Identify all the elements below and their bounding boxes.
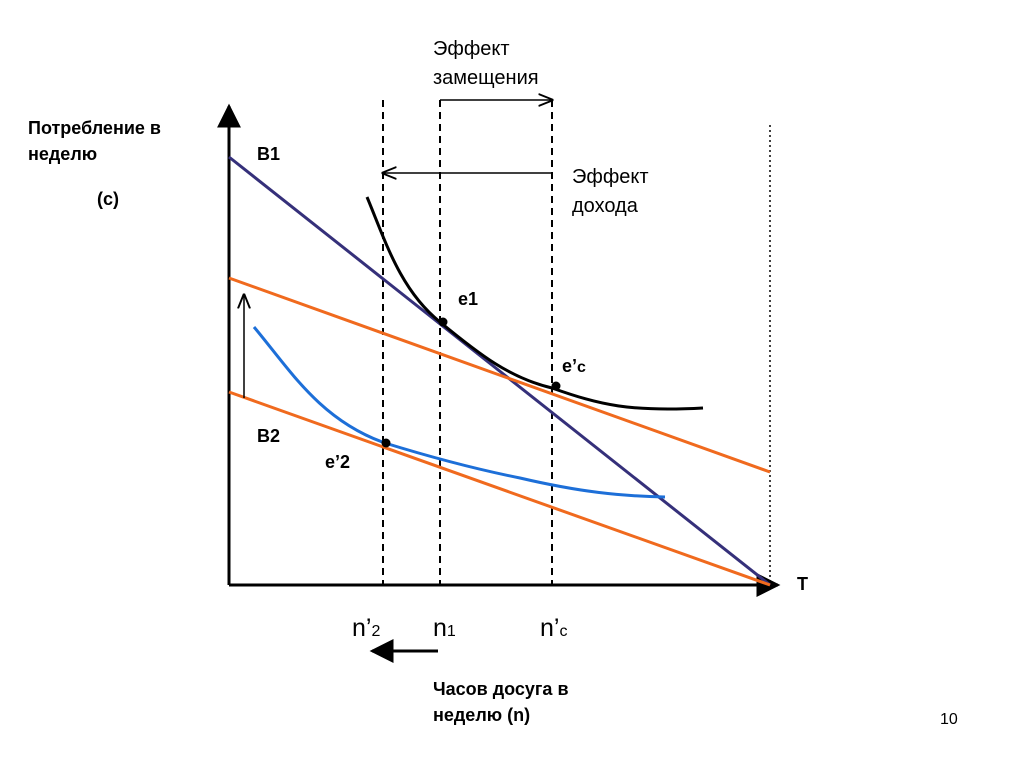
indifference-curve-low [252,326,666,499]
x-mark: n’c [540,614,567,642]
dashed-guides [382,100,553,585]
y-axis-symbol: (с) [97,189,119,209]
line-label: B1 [257,144,280,164]
page-number: 10 [940,711,958,728]
point-ec [551,381,561,391]
effect-label: замещения [433,67,539,89]
point-label: e’2 [325,452,350,472]
point-e2 [381,438,391,448]
budget-line-b1 [228,155,771,587]
point-label: e1 [458,289,478,309]
effect-label: дохода [572,195,639,217]
budget-line-b2 [228,390,771,587]
line-label: B2 [257,426,280,446]
compensated-budget-line [228,276,771,474]
x-mark: n1 [433,614,456,642]
effect-label: Эффект [572,166,649,188]
x-mark: n’2 [352,614,380,642]
point-e1 [438,317,448,327]
indifference-curve-high [365,196,704,411]
effect-label: Эффект [433,38,510,60]
point-label: e’c [562,356,586,376]
y-axis-label: неделю [28,144,97,164]
x-axis-label: Часов досуга в [433,679,569,699]
x-axis-end: T [797,574,808,594]
y-axis-label: Потребление в [28,118,161,138]
x-axis-label: неделю (n) [433,705,530,725]
